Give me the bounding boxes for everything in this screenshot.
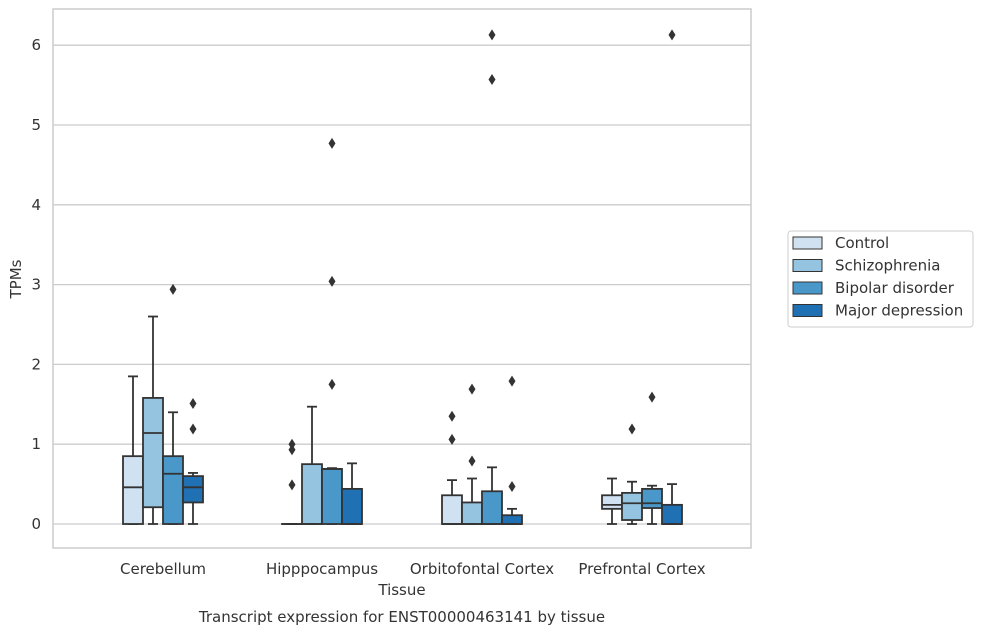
box-body — [621, 491, 643, 521]
box-layer — [122, 315, 683, 525]
box-control — [122, 375, 144, 525]
legend[interactable]: Control Schizophrenia Bipolar disorder Majo… — [787, 230, 974, 328]
x-axis-label: Tissue — [377, 581, 425, 599]
y-tick-label: 6 — [31, 36, 41, 54]
outlier-point — [288, 479, 296, 491]
box-bipolar-disorder — [321, 467, 343, 525]
outlier-point — [508, 375, 516, 387]
box-body — [341, 487, 363, 525]
y-tick-label: 3 — [31, 276, 41, 294]
outlier-point — [648, 391, 656, 403]
y-tick-label: 4 — [31, 196, 41, 214]
plot-frame — [52, 8, 752, 549]
outlier-point — [189, 423, 197, 435]
box-body — [481, 490, 503, 525]
y-tick-label: 0 — [31, 515, 41, 533]
chart-caption: Transcript expression for ENST0000046314… — [198, 608, 605, 626]
box-schizophrenia — [621, 480, 643, 525]
y-tick-label: 1 — [31, 435, 41, 453]
box-body — [321, 468, 343, 525]
box-bipolar-disorder — [481, 466, 503, 525]
outlier-point — [508, 480, 516, 492]
legend-swatch — [792, 281, 823, 295]
box-body — [162, 455, 184, 525]
y-tick-labels: 0 1 2 3 4 5 6 — [31, 36, 41, 533]
x-tick-label: Prefrontal Cortex — [578, 560, 705, 578]
outlier-point — [468, 455, 476, 467]
box-control — [441, 479, 463, 525]
y-axis-label: TPMs — [7, 259, 25, 299]
outlier-point — [328, 378, 336, 390]
box-major-depression — [501, 507, 523, 525]
legend-swatch — [792, 236, 823, 250]
x-tick-label: Cerebellum — [120, 560, 206, 578]
outlier-point — [448, 410, 456, 422]
outlier-point — [189, 398, 197, 410]
outlier-point — [328, 275, 336, 287]
box-body — [661, 503, 683, 525]
outlier-point — [628, 423, 636, 435]
outlier-point — [328, 137, 336, 149]
x-tick-labels: Cerebellum Hipppocampus Orbitofontal Corte… — [120, 560, 706, 578]
box-body — [122, 455, 144, 525]
box-body — [641, 487, 663, 509]
box-body — [441, 494, 463, 525]
box-body — [182, 475, 204, 504]
box-bipolar-disorder — [641, 484, 663, 525]
legend-label: Schizophrenia — [835, 257, 940, 275]
y-tick-label: 5 — [31, 116, 41, 134]
outlier-point — [488, 29, 496, 41]
box-schizophrenia — [142, 315, 164, 525]
x-tick-label: Orbitofontal Cortex — [410, 560, 554, 578]
outlier-point — [468, 383, 476, 395]
y-tick-label: 2 — [31, 355, 41, 373]
outlier-point — [448, 433, 456, 445]
outlier-point — [288, 444, 296, 456]
box-body — [461, 501, 483, 525]
box-major-depression — [182, 472, 204, 525]
legend-frame — [787, 230, 974, 328]
legend-label: Major depression — [835, 302, 963, 320]
outlier-layer — [169, 29, 676, 492]
box-schizophrenia — [461, 477, 483, 525]
box-major-depression — [341, 462, 363, 525]
grid-layer — [53, 44, 751, 525]
box-control — [601, 477, 623, 525]
outlier-point — [169, 283, 177, 295]
outlier-point — [668, 29, 676, 41]
legend-swatch — [792, 304, 823, 317]
outlier-point — [488, 74, 496, 86]
legend-label: Control — [835, 234, 889, 252]
box-schizophrenia — [301, 405, 323, 525]
x-tick-label: Hipppocampus — [266, 560, 378, 578]
box-bipolar-disorder — [162, 411, 184, 525]
box-body — [601, 494, 623, 510]
box-body — [501, 514, 523, 525]
legend-label: Bipolar disorder — [835, 279, 955, 297]
box-body — [301, 463, 323, 525]
box-major-depression — [661, 483, 683, 525]
outlier-point — [288, 438, 296, 450]
legend-swatch — [792, 259, 823, 272]
box-body — [142, 397, 164, 509]
